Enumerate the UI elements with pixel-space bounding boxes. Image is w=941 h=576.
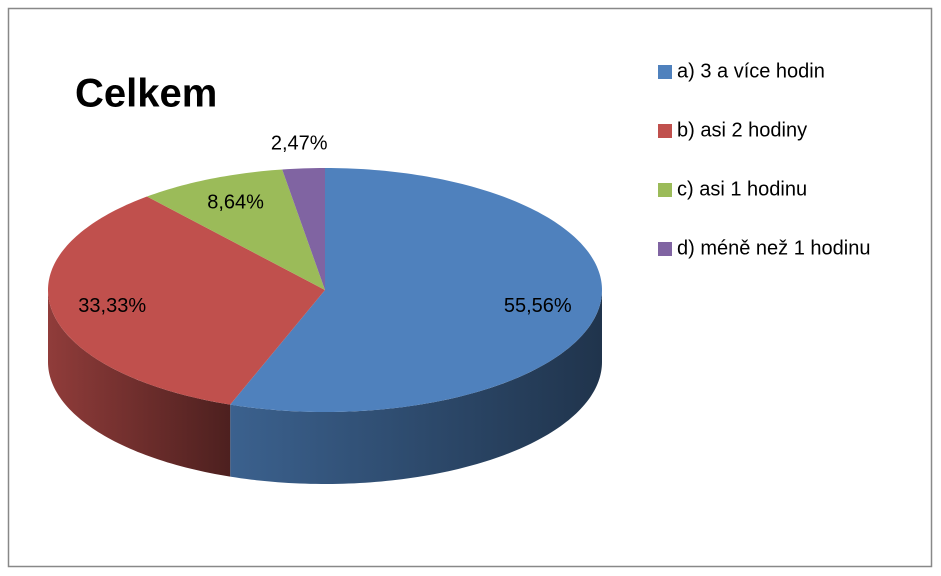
pie-slice — [146, 169, 325, 290]
legend: a) 3 a více hodin b) asi 2 hodiny c) asi 1… — [658, 60, 870, 259]
pie-slice — [48, 196, 325, 405]
legend-label: b) asi 2 hodiny — [677, 119, 807, 141]
chart-title: Celkem — [75, 72, 217, 116]
data-label: 2,47% — [271, 132, 328, 154]
pie-slice — [230, 168, 602, 412]
data-label: 8,64% — [207, 192, 264, 214]
legend-label: a) 3 a více hodin — [677, 60, 825, 82]
pie-tops — [48, 168, 602, 412]
legend-label: d) méně než 1 hodinu — [677, 237, 870, 259]
pie-slice-side — [230, 290, 602, 484]
legend-swatch — [658, 65, 672, 79]
legend-swatch — [658, 242, 672, 256]
legend-swatch — [658, 124, 672, 138]
legend-label: c) asi 1 hodinu — [677, 178, 807, 200]
pie-slice — [282, 168, 325, 290]
data-label: 55,56% — [504, 295, 572, 317]
data-labels: 55,56% 33,33% 8,64% 2,47% — [78, 132, 572, 316]
legend-swatch — [658, 183, 672, 197]
data-label: 33,33% — [78, 295, 146, 317]
pie-slice-side — [48, 290, 231, 477]
pie-sides — [48, 290, 602, 484]
